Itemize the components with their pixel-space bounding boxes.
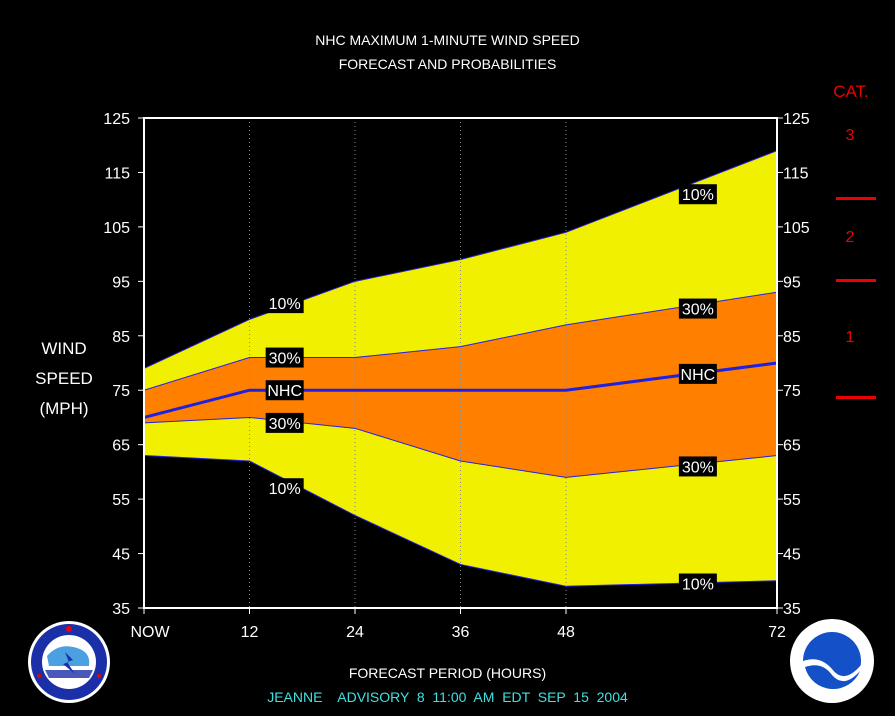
y-tick-label-right-125: 125 (783, 111, 810, 128)
y-tick-label-left-45: 45 (112, 547, 130, 564)
x-tick-label-12: 12 (241, 624, 259, 641)
x-axis-label: FORECAST PERIOD (HOURS) (348, 665, 547, 681)
x-tick-label-48: 48 (557, 624, 575, 641)
y-tick-label-left-75: 75 (112, 383, 130, 400)
category-threshold-74 (836, 396, 876, 399)
band-annotations: 10% 30% NHC 30% 10% 10% 30% NHC 30% 10% (265, 184, 717, 594)
annotation-box-5 (678, 184, 717, 205)
y-tick-label-right-115: 115 (783, 165, 809, 182)
category-header: CAT. (833, 82, 869, 101)
annotation-label-8: 30% (682, 459, 714, 476)
line-30-upper (143, 291, 778, 391)
y-tick-label-right-85: 85 (783, 329, 801, 346)
y-tick-label-right-35: 35 (783, 601, 801, 618)
y-tick-label-right-95: 95 (783, 274, 801, 291)
y-tick-label-left-115: 115 (104, 165, 130, 182)
y-tick-label-left-125: 125 (103, 111, 130, 128)
y-tick-label-left-35: 35 (112, 601, 130, 618)
y-tick-label-right-65: 65 (783, 438, 801, 455)
category-label-2: 2 (845, 229, 855, 246)
category-threshold-111 (836, 197, 876, 200)
y-tick-label-left-55: 55 (112, 492, 130, 509)
axis-ticks: 35 35 45 45 55 55 65 65 75 75 85 85 95 95 105 105 115 115… (103, 111, 810, 641)
y-tick-label-right-45: 45 (783, 547, 801, 564)
advisory-text: JEANNE ADVISORY 8 11:00 AM EDT SEP 15 20… (267, 689, 628, 705)
x-tick-label-0: NOW (130, 624, 170, 641)
y-axis-label-line2: SPEED (35, 369, 93, 388)
line-30-lower (143, 416, 778, 478)
annotation-box-8 (678, 456, 717, 477)
x-tick-label-24: 24 (346, 624, 364, 641)
x-tick-label-36: 36 (452, 624, 470, 641)
category-label-3: 3 (845, 127, 855, 144)
annotation-box-2 (265, 380, 304, 401)
annotation-label-0: 10% (269, 296, 301, 313)
annotation-box-6 (678, 298, 717, 319)
probability-bands (144, 150, 777, 587)
annotation-box-0 (265, 293, 304, 314)
y-tick-label-right-105: 105 (783, 220, 810, 237)
annotation-box-3 (265, 412, 304, 433)
grid-lines (249, 118, 567, 608)
y-tick-label-right-75: 75 (783, 383, 801, 400)
annotation-label-1: 30% (269, 351, 301, 368)
annotation-box-1 (265, 347, 304, 368)
series-lines (143, 150, 778, 587)
band-30-percent (144, 292, 777, 478)
y-tick-label-left-105: 105 (103, 220, 130, 237)
annotation-label-9: 10% (682, 577, 714, 594)
annotation-label-2: NHC (267, 383, 302, 400)
chart-subtitle: FORECAST AND PROBABILITIES (338, 56, 557, 72)
line-10-upper (143, 150, 778, 369)
nhc-forecast-line (143, 361, 778, 419)
y-tick-label-left-95: 95 (112, 274, 130, 291)
annotation-label-5: 10% (682, 187, 714, 204)
x-tick-label-72: 72 (768, 624, 786, 641)
noaa-logo (790, 619, 874, 703)
annotation-label-4: 10% (269, 481, 301, 498)
y-tick-label-left-65: 65 (112, 438, 130, 455)
line-10-lower (143, 455, 778, 587)
annotation-box-4 (265, 478, 304, 499)
annotation-label-3: 30% (269, 416, 301, 433)
annotation-label-7: NHC (681, 367, 716, 384)
category-threshold-96 (836, 279, 876, 282)
y-axis-label-line1: WIND (41, 339, 87, 358)
category-label-1: 1 (845, 329, 855, 346)
annotation-box-7 (678, 363, 717, 384)
nws-logo (28, 621, 110, 703)
y-axis-label-line3: (MPH) (39, 399, 89, 418)
annotation-label-6: 30% (682, 302, 714, 319)
chart-title: NHC MAXIMUM 1-MINUTE WIND SPEED (315, 32, 580, 48)
y-tick-label-right-55: 55 (783, 492, 801, 509)
y-tick-label-left-85: 85 (112, 329, 130, 346)
annotation-box-9 (678, 573, 717, 594)
